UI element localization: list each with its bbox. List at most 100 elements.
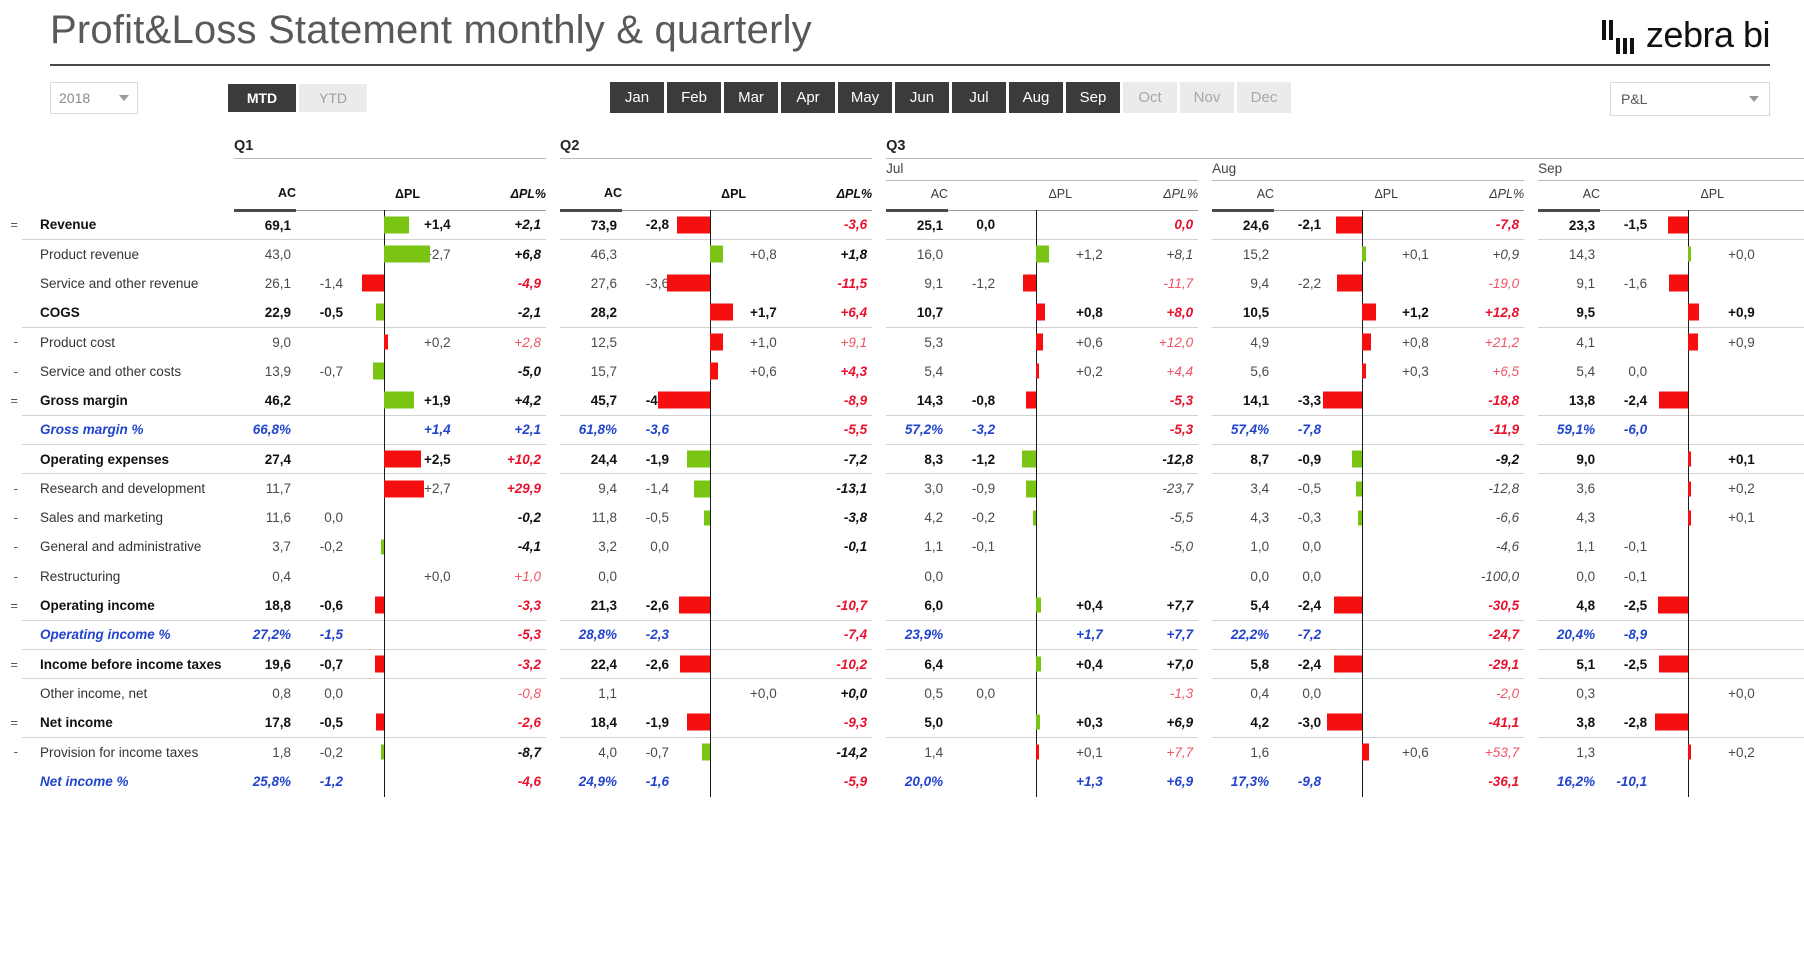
month-button-nov[interactable]: Nov xyxy=(1180,82,1234,113)
cell-ac: 22,2% xyxy=(1212,620,1275,650)
month-button-may[interactable]: May xyxy=(838,82,892,113)
month-button-jan[interactable]: Jan xyxy=(610,82,664,113)
variance-bar-chart xyxy=(674,238,746,270)
chart-axis xyxy=(1362,531,1364,563)
month-button-jul[interactable]: Jul xyxy=(952,82,1006,113)
cell-delta-positive xyxy=(1398,649,1451,680)
section-gap xyxy=(546,503,560,532)
cell-delta-positive xyxy=(420,767,472,796)
cell-ac: 66,8% xyxy=(234,415,296,445)
cell-delta-positive xyxy=(1724,562,1776,591)
cell-delta-positive xyxy=(1398,679,1450,708)
month-button-aug[interactable]: Aug xyxy=(1009,82,1063,113)
chart-axis xyxy=(710,560,712,592)
caption-spacer xyxy=(420,180,472,211)
cell-delta-negative: -0,5 xyxy=(645,510,670,526)
variance-bar xyxy=(1036,363,1040,379)
cell-delta-percent: -5,9 xyxy=(843,773,868,789)
cell-delta-positive: +0,9 xyxy=(1724,297,1777,328)
month-slicer[interactable]: Jan Feb Mar Apr May Jun Jul Aug Sep Oct Nov Dec xyxy=(610,82,1291,113)
chart-axis xyxy=(1688,589,1690,621)
period-mode-ytd[interactable]: YTD xyxy=(299,84,367,112)
cell-ac: 5,8 xyxy=(1212,649,1275,680)
row-sign: - xyxy=(13,744,18,760)
chart-axis xyxy=(1688,531,1690,563)
month-button-sep[interactable]: Sep xyxy=(1066,82,1120,113)
cell-ac: 17,3% xyxy=(1230,773,1270,789)
caption-ac-aug: AC xyxy=(1212,180,1275,212)
cell-delta-negative: -1,5 xyxy=(1600,210,1653,240)
cell-delta-negative xyxy=(622,562,674,591)
variance-bar xyxy=(1022,450,1037,468)
row-label: Service and other costs xyxy=(40,363,182,379)
cell-delta-positive xyxy=(746,210,799,240)
page-title: Profit&Loss Statement monthly & quarterl… xyxy=(50,8,812,52)
cell-delta-positive xyxy=(420,269,472,298)
month-button-oct[interactable]: Oct xyxy=(1123,82,1177,113)
chart-axis xyxy=(710,501,712,534)
variance-bar xyxy=(384,480,424,498)
cell-delta-percent: -3,8 xyxy=(843,510,868,526)
table-row: - Provision for income taxes 1,8 -0,2 -8,7 4,… xyxy=(0,736,1804,768)
cell-delta-percent: -3,3 xyxy=(472,590,547,621)
variance-bar xyxy=(1036,744,1040,760)
caption-gap xyxy=(1524,180,1538,210)
cell-ac: 0,0 xyxy=(924,568,944,584)
variance-bar-chart xyxy=(348,736,420,768)
section-gap xyxy=(1524,532,1538,561)
cell-ac: 69,1 xyxy=(234,210,296,240)
cell-ac: 1,1 xyxy=(924,539,944,555)
cell-ac: 14,3 xyxy=(1568,246,1596,262)
chart-axis xyxy=(1036,678,1038,710)
cell-delta-positive: +0,4 xyxy=(1072,590,1125,621)
cell-ac: 28,2 xyxy=(560,297,623,328)
table-row: - Sales and marketing 11,6 0,0 -0,2 11,8 -0,5 -… xyxy=(0,501,1804,534)
variance-bar-chart xyxy=(1000,531,1072,563)
cell-delta-percent: +1,8 xyxy=(840,246,868,262)
cell-delta-negative xyxy=(948,737,1000,766)
view-select[interactable]: P&L xyxy=(1610,82,1770,116)
cell-delta-negative xyxy=(622,356,674,385)
cell-delta-percent: +2,1 xyxy=(472,415,547,445)
section-gap xyxy=(546,386,560,415)
cell-delta-positive xyxy=(746,708,799,738)
month-button-mar[interactable]: Mar xyxy=(724,82,778,113)
cell-ac: 0,0 xyxy=(1250,568,1270,584)
month-button-jun[interactable]: Jun xyxy=(895,82,949,113)
period-mode-toggle[interactable]: MTD YTD xyxy=(228,84,367,112)
variance-bar xyxy=(1352,450,1363,468)
section-gap xyxy=(1524,767,1538,796)
section-gap xyxy=(546,269,560,298)
section-gap xyxy=(546,356,560,385)
row-sign: - xyxy=(13,363,18,379)
caption-spacer xyxy=(0,180,22,210)
cell-ac: 0,0 xyxy=(598,568,618,584)
section-gap xyxy=(1524,386,1538,415)
cell-delta-positive xyxy=(1724,649,1777,680)
variance-bar xyxy=(384,245,430,263)
caption-dplpct-q2: ΔPL% xyxy=(798,180,873,211)
period-mode-mtd[interactable]: MTD xyxy=(228,84,296,112)
cell-ac: 0,4 xyxy=(272,568,291,584)
row-label: Sales and marketing xyxy=(40,510,164,526)
year-select[interactable]: 2018 xyxy=(50,82,138,114)
section-gap xyxy=(872,444,886,473)
month-button-dec[interactable]: Dec xyxy=(1237,82,1291,113)
month-button-feb[interactable]: Feb xyxy=(667,82,721,113)
cell-ac: 11,8 xyxy=(591,510,618,526)
month-button-apr[interactable]: Apr xyxy=(781,82,835,113)
cell-ac: 1,8 xyxy=(272,744,291,760)
cell-delta-negative: 0,0 xyxy=(1302,539,1322,555)
variance-bar xyxy=(1688,333,1699,351)
cell-delta-negative xyxy=(1274,356,1326,385)
cell-delta-percent: +6,9 xyxy=(1166,773,1194,789)
cell-delta-negative xyxy=(1274,327,1326,356)
chart-axis xyxy=(1036,501,1038,534)
cell-delta-negative xyxy=(1600,327,1652,356)
cell-delta-positive xyxy=(1072,385,1125,416)
cell-delta-percent: -6,6 xyxy=(1495,510,1520,526)
cell-delta-percent: -30,5 xyxy=(1450,590,1525,621)
variance-bar-chart xyxy=(1652,619,1725,650)
variance-bar-chart xyxy=(1326,238,1398,270)
cell-delta-percent: -2,6 xyxy=(472,708,547,738)
